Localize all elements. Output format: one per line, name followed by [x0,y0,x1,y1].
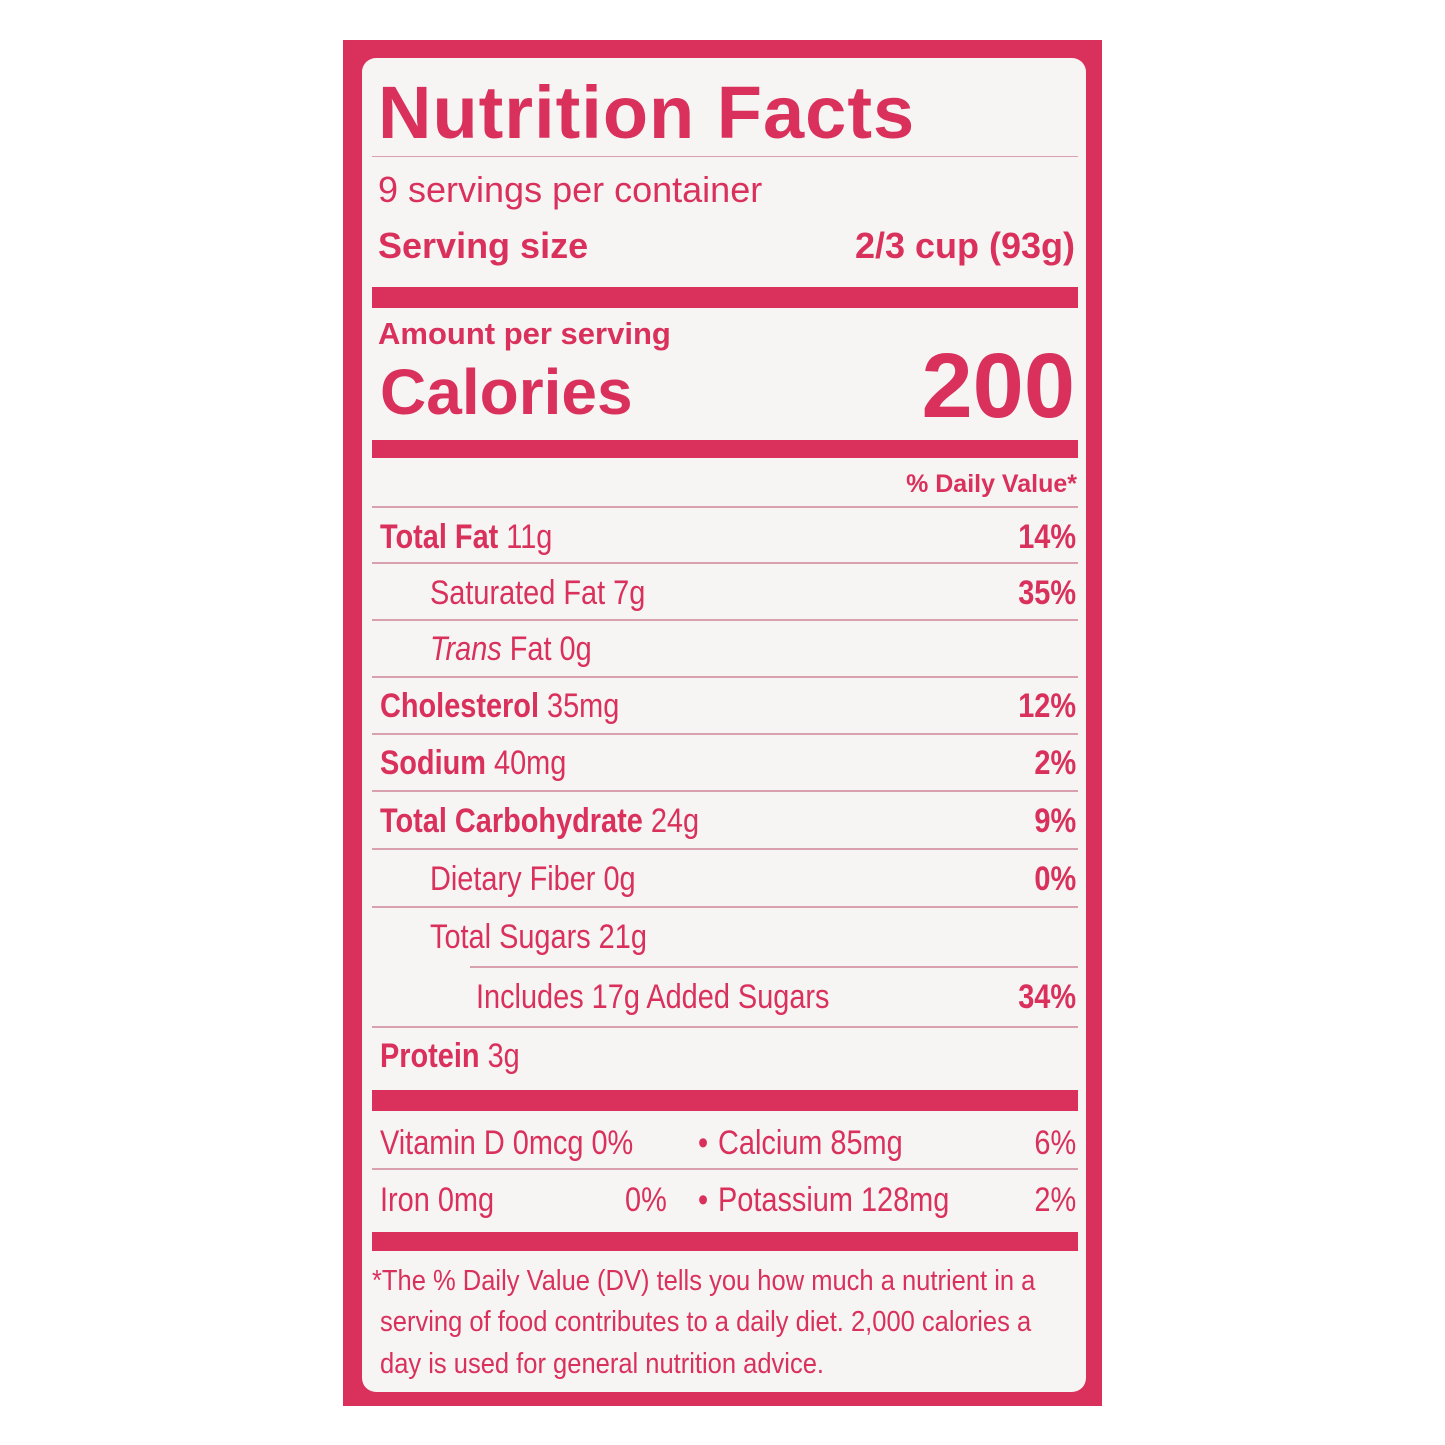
title: Nutrition Facts [378,71,916,154]
divider [372,906,1078,908]
vitamin-d: Vitamin D 0mcg 0% [380,1124,634,1162]
nutrient-amount: 35mg [547,687,620,725]
serving-size-label: Serving size [378,225,589,266]
thick-divider [372,287,1078,308]
nutrient-dv: 35% [1018,574,1076,612]
footnote-line: *The % Daily Value (DV) tells you how mu… [372,1265,1036,1297]
nutrient-dv: 9% [1034,802,1076,840]
servings-per-container: 9 servings per container [378,169,763,210]
nutrient-name: Total Carbohydrate [380,802,643,840]
nutrient-dv: 0% [1034,860,1076,898]
nutrient-name: Protein [380,1037,480,1075]
nutrient-amount: 11g [506,518,553,556]
thick-divider [372,440,1078,458]
calories-value: 200 [921,335,1076,437]
nutrient-row-protein: Protein 3g [380,1037,1076,1077]
divider [372,733,1078,735]
nutrient-dv: 2% [1034,744,1076,782]
thick-divider [372,1090,1078,1111]
nutrient-name: Cholesterol [380,687,539,725]
divider [372,619,1078,621]
nutrient-name: Total Sugars [430,918,591,956]
calcium-dv: 6% [1034,1124,1076,1162]
nutrient-dv: 12% [1018,687,1076,725]
divider [372,506,1078,508]
nutrient-amount: 7g [613,574,646,612]
divider [372,676,1078,678]
nutrient-amount: 40mg [494,744,567,782]
nutrient-name: Sodium [380,744,486,782]
nutrient-row-cholesterol: Cholesterol 35mg 12% [380,687,1076,727]
nutrient-name: Total Fat [380,518,499,556]
divider [372,848,1078,850]
footnote-line: serving of food contributes to a daily d… [380,1306,1032,1338]
iron-dv: 0% [625,1181,667,1219]
bullet: • [698,1124,709,1162]
nutrient-name: Saturated Fat [430,574,606,612]
nutrient-name-italic: Trans [430,630,502,668]
calories-label: Calories [380,356,633,428]
divider [372,1026,1078,1028]
vitamin-row: Iron 0mg 0% • Potassium 128mg 2% [380,1181,1076,1221]
divider [470,966,1078,968]
calcium: Calcium 85mg [718,1124,903,1162]
nutrient-row-saturated-fat: Saturated Fat 7g 35% [380,574,1076,614]
iron: Iron 0mg [380,1181,495,1219]
serving-size-value: 2/3 cup (93g) [854,225,1075,266]
potassium-dv: 2% [1034,1181,1076,1219]
nutrient-amount: 3g [487,1037,520,1075]
potassium: Potassium 128mg [718,1181,950,1219]
nutrient-dv: 34% [1018,978,1076,1016]
nutrient-row-total-fat: Total Fat 11g 14% [380,518,1076,558]
nutrient-dv: 14% [1018,518,1076,556]
bullet: • [698,1181,709,1219]
nutrient-name: Dietary Fiber [430,860,596,898]
daily-value-header: % Daily Value* [906,470,1077,498]
divider [372,562,1078,564]
thick-divider [372,1232,1078,1251]
divider [372,790,1078,792]
nutrient-name: Fat [509,630,552,668]
nutrient-amount: 0g [603,860,636,898]
divider [372,156,1078,157]
nutrient-amount: 24g [650,802,700,840]
nutrient-row-dietary-fiber: Dietary Fiber 0g 0% [380,860,1076,900]
nutrient-row-total-sugars: Total Sugars 21g [380,918,1076,958]
nutrient-amount: 0g [559,630,592,668]
footnote-line: day is used for general nutrition advice… [380,1348,825,1380]
amount-per-serving: Amount per serving [378,316,671,351]
nutrient-row-added-sugars: Includes 17g Added Sugars 34% [476,978,1076,1016]
vitamin-row: Vitamin D 0mcg 0% • Calcium 85mg 6% [380,1124,1076,1164]
divider [372,1168,1078,1170]
nutrient-row-sodium: Sodium 40mg 2% [380,744,1076,784]
nutrient-row-trans-fat: Trans Fat 0g [380,630,1076,670]
nutrient-amount: 21g [598,918,647,956]
nutrient-row-total-carbohydrate: Total Carbohydrate 24g 9% [380,802,1076,842]
